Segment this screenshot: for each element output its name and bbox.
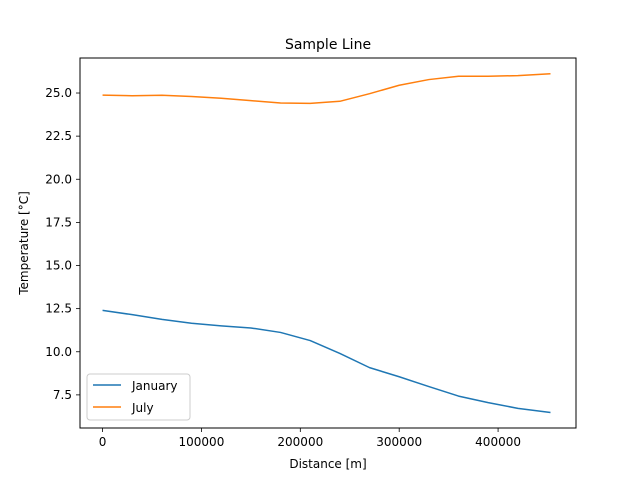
x-axis-label: Distance [m]: [289, 457, 366, 471]
x-tick-label-100000: 100000: [179, 435, 225, 449]
x-tick-label-200000: 200000: [277, 435, 323, 449]
y-tick-label-12-5: 12.5: [45, 302, 72, 316]
x-tick-label-300000: 300000: [376, 435, 422, 449]
y-tick-label-20-0: 20.0: [45, 172, 72, 186]
y-tick-label-25-0: 25.0: [45, 86, 72, 100]
series-line-july: [102, 72, 551, 105]
y-tick-label-7-5: 7.5: [53, 388, 72, 402]
y-axis-ticks: 7.5 10.0 12.5 15.0 17.5 20.0 22.5 25.0: [45, 86, 80, 402]
legend-label-july: July: [131, 401, 154, 415]
legend-label-january: January: [131, 379, 178, 393]
series-line-january: [102, 309, 551, 414]
y-tick-label-17-5: 17.5: [45, 215, 72, 229]
y-axis-label: Temperature [°C]: [17, 191, 31, 296]
y-tick-label-10-0: 10.0: [45, 345, 72, 359]
axes-frame: [79, 57, 577, 429]
x-axis-ticks: 0 100000 200000 300000 400000: [99, 428, 521, 449]
legend: January July: [86, 373, 191, 421]
y-tick-label-22-5: 22.5: [45, 129, 72, 143]
chart-title: Sample Line: [285, 37, 371, 53]
y-tick-label-15-0: 15.0: [45, 259, 72, 273]
plot-area: [80, 58, 576, 428]
x-tick-label-400000: 400000: [475, 435, 521, 449]
x-tick-label-0: 0: [99, 435, 107, 449]
series-layer: [102, 72, 551, 414]
